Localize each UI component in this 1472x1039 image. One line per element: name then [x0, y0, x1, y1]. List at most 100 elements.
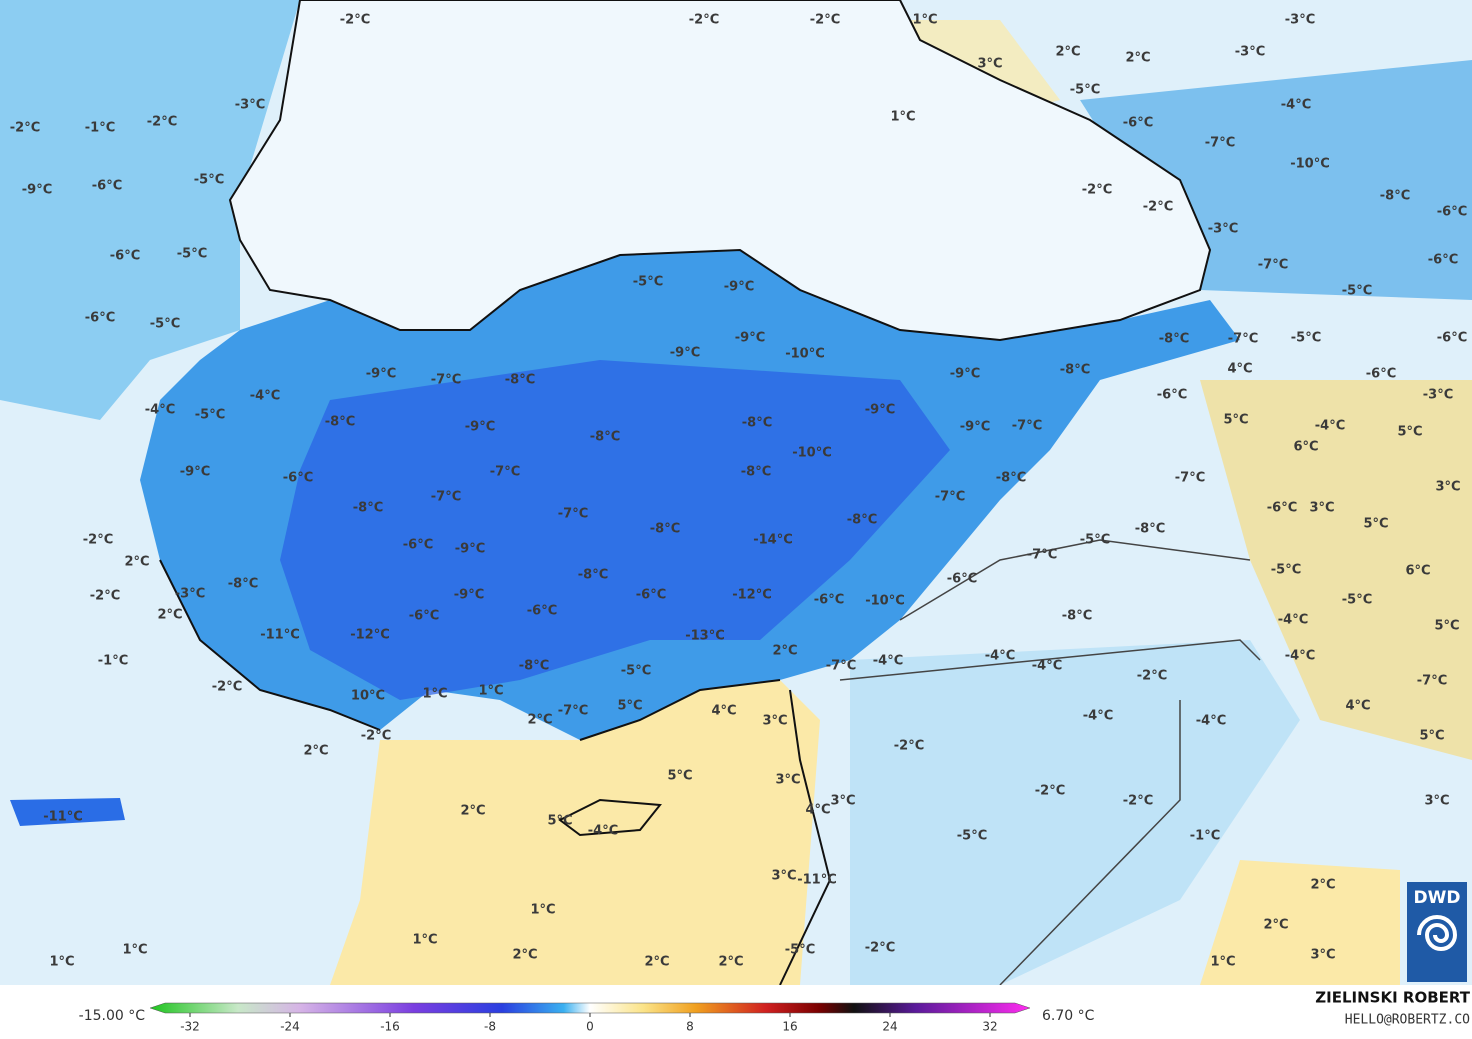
- temperature-label: -4°C: [1281, 98, 1311, 113]
- colorbar-tick-label: -8: [484, 1020, 496, 1034]
- temperature-label: -2°C: [10, 121, 40, 136]
- temperature-label: -5°C: [194, 173, 224, 188]
- temperature-label: -6°C: [1157, 388, 1187, 403]
- temperature-label: -6°C: [636, 588, 666, 603]
- logo-text: DWD: [1414, 888, 1461, 908]
- colorbar-tick-label: 8: [686, 1020, 694, 1034]
- temperature-label: 1°C: [912, 13, 937, 28]
- temperature-label: -3°C: [235, 98, 265, 113]
- temperature-label: -8°C: [1060, 363, 1090, 378]
- temperature-label: -7°C: [826, 659, 856, 674]
- temperature-label: -11°C: [43, 810, 83, 825]
- colorbar-tick-label: -32: [180, 1020, 200, 1034]
- temperature-label: -2°C: [865, 941, 895, 956]
- temperature-label: 1°C: [422, 687, 447, 702]
- temperature-label: -7°C: [1205, 136, 1235, 151]
- temperature-label: -11°C: [260, 628, 300, 643]
- temperature-label: -9°C: [865, 403, 895, 418]
- temperature-label: 5°C: [1223, 413, 1248, 428]
- temperature-label: 2°C: [644, 955, 669, 970]
- temperature-label: -4°C: [1032, 659, 1062, 674]
- dwd-logo: DWD: [1407, 882, 1467, 982]
- temperature-label: -3°C: [1285, 13, 1315, 28]
- temperature-label: -2°C: [147, 115, 177, 130]
- temperature-label: 2°C: [303, 744, 328, 759]
- warm-area: [1200, 380, 1472, 760]
- temperature-label: -6°C: [92, 179, 122, 194]
- colorbar: [149, 1002, 1031, 1014]
- temperature-label: -5°C: [177, 247, 207, 262]
- temperature-label: 3°C: [771, 869, 796, 884]
- temperature-label: -3°C: [1423, 388, 1453, 403]
- temperature-label: -9°C: [465, 420, 495, 435]
- temperature-label: 2°C: [157, 608, 182, 623]
- temperature-label: 5°C: [617, 699, 642, 714]
- logo-swirl: [1417, 915, 1458, 951]
- coastline: [159, 559, 832, 986]
- temperature-label: -5°C: [621, 664, 651, 679]
- temperature-label: -2°C: [90, 589, 120, 604]
- temperature-label: -8°C: [996, 471, 1026, 486]
- temperature-label: -8°C: [590, 430, 620, 445]
- temperature-label: -1°C: [85, 121, 115, 136]
- temperature-label: -9°C: [950, 367, 980, 382]
- temperature-label: 5°C: [1419, 729, 1444, 744]
- temperature-label: 1°C: [890, 110, 915, 125]
- temperature-label: -5°C: [1070, 83, 1100, 98]
- temperature-label: 3°C: [1424, 794, 1449, 809]
- temperature-label: -5°C: [957, 829, 987, 844]
- temperature-label: 5°C: [547, 814, 572, 829]
- temperature-label: 6°C: [1405, 564, 1430, 579]
- colorbar-tick-label: 32: [982, 1020, 997, 1034]
- temperature-label: 1°C: [1210, 955, 1235, 970]
- border: [839, 539, 1261, 986]
- temperature-label: -7°C: [558, 704, 588, 719]
- temperature-label: -4°C: [873, 654, 903, 669]
- black-sea: [228, 0, 1212, 342]
- temperature-label: -2°C: [361, 729, 391, 744]
- temperature-label: -8°C: [1159, 332, 1189, 347]
- temperature-label: -4°C: [1278, 613, 1308, 628]
- temperature-label: 1°C: [412, 933, 437, 948]
- temperature-label: -2°C: [1143, 200, 1173, 215]
- colorbar-tick-label: -16: [380, 1020, 400, 1034]
- temperature-label: 3°C: [1309, 501, 1334, 516]
- temperature-label: -7°C: [1012, 419, 1042, 434]
- temperature-label: 6°C: [1293, 440, 1318, 455]
- temperature-label: -4°C: [1083, 709, 1113, 724]
- temperature-label: -8°C: [578, 568, 608, 583]
- temperature-label: 1°C: [49, 955, 74, 970]
- warm-area: [1200, 860, 1400, 985]
- temperature-label: -8°C: [1380, 189, 1410, 204]
- temperature-label: -2°C: [1123, 794, 1153, 809]
- temperature-label: -6°C: [85, 311, 115, 326]
- temperature-label: -9°C: [670, 346, 700, 361]
- temperature-label: -12°C: [350, 628, 390, 643]
- temperature-label: -10°C: [865, 594, 905, 609]
- temperature-label: -4°C: [1315, 419, 1345, 434]
- temperature-label: 3°C: [1435, 480, 1460, 495]
- temperature-label: -6°C: [1437, 205, 1467, 220]
- colorbar-max-label: 6.70 °C: [1042, 1008, 1095, 1024]
- temperature-label: 2°C: [1263, 918, 1288, 933]
- temperature-label: -5°C: [1291, 331, 1321, 346]
- temperature-label: -5°C: [785, 943, 815, 958]
- temperature-label: -5°C: [1342, 593, 1372, 608]
- temperature-label: -8°C: [741, 465, 771, 480]
- temperature-label: -5°C: [195, 408, 225, 423]
- colorbar-tick-label: 0: [586, 1020, 594, 1034]
- colorbar-tick-label: -24: [280, 1020, 300, 1034]
- temperature-label: -7°C: [1258, 258, 1288, 273]
- temperature-label: -8°C: [1062, 609, 1092, 624]
- temperature-label: 3°C: [977, 57, 1002, 72]
- temperature-label: -8°C: [325, 415, 355, 430]
- very-cold-area: [10, 798, 125, 826]
- temperature-label: -6°C: [110, 249, 140, 264]
- temperature-label: -3°C: [1235, 45, 1265, 60]
- temperature-label: -6°C: [1428, 253, 1458, 268]
- temperature-label: -6°C: [1267, 501, 1297, 516]
- temperature-label: -2°C: [1137, 669, 1167, 684]
- temperature-label: -5°C: [633, 275, 663, 290]
- temperature-label: -4°C: [1196, 714, 1226, 729]
- temperature-label: -8°C: [519, 659, 549, 674]
